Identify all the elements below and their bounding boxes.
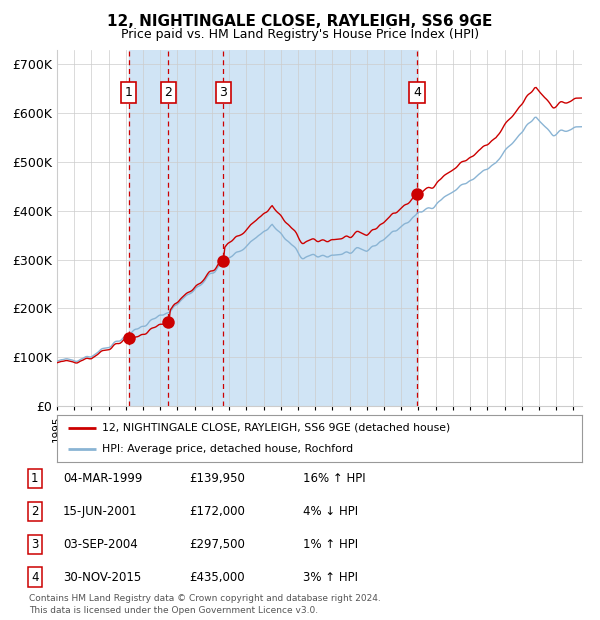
Text: £172,000: £172,000 [189,505,245,518]
Text: 12, NIGHTINGALE CLOSE, RAYLEIGH, SS6 9GE: 12, NIGHTINGALE CLOSE, RAYLEIGH, SS6 9GE [107,14,493,29]
Text: 3: 3 [31,538,38,551]
Text: 4% ↓ HPI: 4% ↓ HPI [303,505,358,518]
Text: 1: 1 [31,472,38,485]
Bar [129,50,417,406]
Text: HPI: Average price, detached house, Rochford: HPI: Average price, detached house, Roch… [101,445,353,454]
Text: 2: 2 [164,86,172,99]
Text: Price paid vs. HM Land Registry's House Price Index (HPI): Price paid vs. HM Land Registry's House … [121,28,479,41]
Text: 30-NOV-2015: 30-NOV-2015 [63,571,141,583]
Text: 04-MAR-1999: 04-MAR-1999 [63,472,142,485]
Text: 3% ↑ HPI: 3% ↑ HPI [303,571,358,583]
Text: Contains HM Land Registry data © Crown copyright and database right 2024.
This d: Contains HM Land Registry data © Crown c… [29,594,380,615]
Text: 2: 2 [31,505,38,518]
Text: 4: 4 [413,86,421,99]
Text: 4: 4 [31,571,38,583]
Text: 3: 3 [220,86,227,99]
Text: £139,950: £139,950 [189,472,245,485]
Text: 03-SEP-2004: 03-SEP-2004 [63,538,138,551]
Text: £435,000: £435,000 [189,571,245,583]
Text: £297,500: £297,500 [189,538,245,551]
Text: 1% ↑ HPI: 1% ↑ HPI [303,538,358,551]
Text: 15-JUN-2001: 15-JUN-2001 [63,505,137,518]
Text: 12, NIGHTINGALE CLOSE, RAYLEIGH, SS6 9GE (detached house): 12, NIGHTINGALE CLOSE, RAYLEIGH, SS6 9GE… [101,423,450,433]
Text: 1: 1 [125,86,133,99]
Text: 16% ↑ HPI: 16% ↑ HPI [303,472,365,485]
